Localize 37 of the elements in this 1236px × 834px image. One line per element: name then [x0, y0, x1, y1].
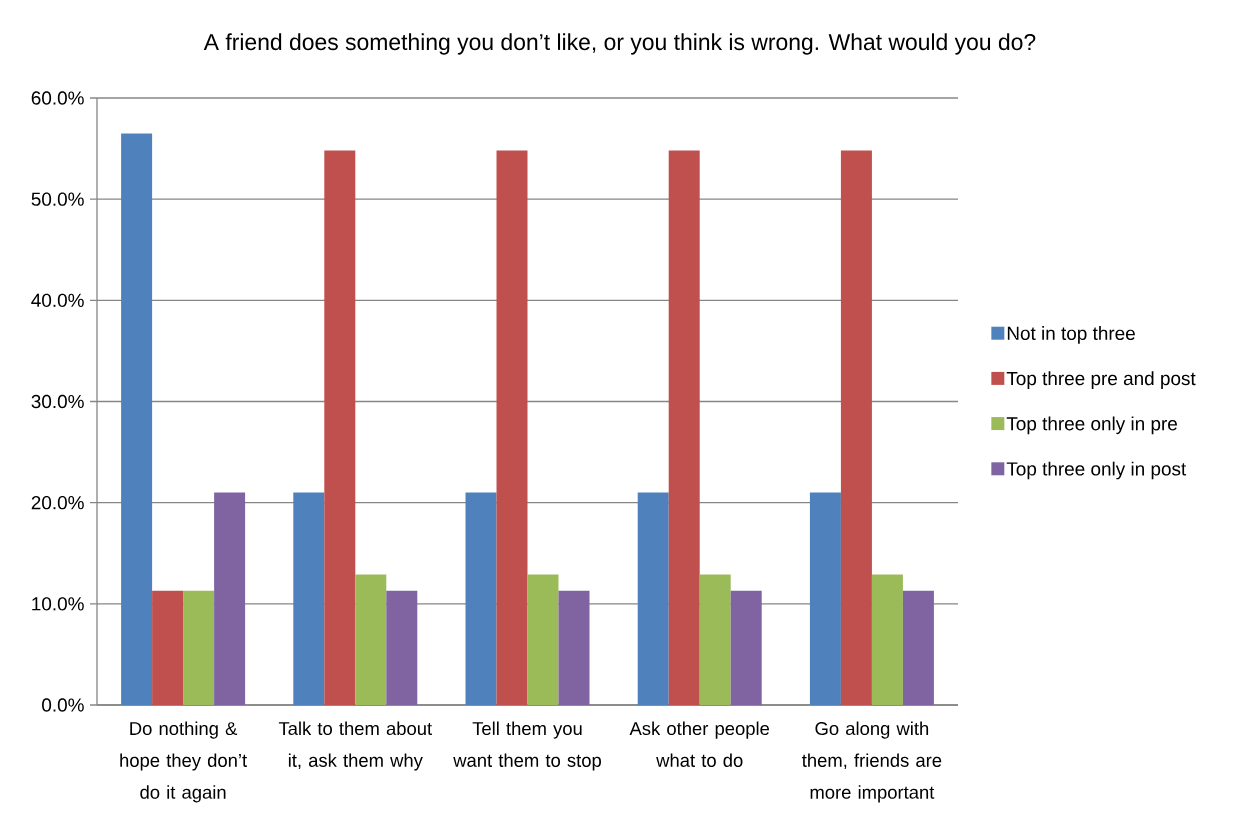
bar	[324, 150, 356, 705]
bar	[121, 133, 153, 705]
legend-label: Not in top three	[1007, 326, 1135, 344]
bar	[730, 590, 762, 705]
y-tick-label: 30.0%	[31, 394, 84, 409]
y-tick-label: 0.0%	[42, 698, 84, 712]
bar	[214, 492, 246, 705]
y-tick-label: 20.0%	[31, 495, 84, 510]
y-tick-label: 50.0%	[31, 192, 84, 206]
bar	[902, 590, 934, 705]
bar	[496, 150, 528, 705]
bar	[871, 574, 903, 705]
bar	[152, 590, 184, 705]
bar	[558, 590, 590, 705]
bar	[465, 492, 497, 705]
bar	[293, 492, 325, 705]
bar	[527, 574, 559, 705]
x-tick-label: Do nothing & hope they don’t do it again	[120, 721, 247, 803]
chart-title: A friend does something you don’t like, or you think is wrong. What would you do?	[203, 33, 1036, 55]
legend-label: Top three pre and post	[1006, 371, 1196, 389]
x-tick-label: Go along with them, friends are more important	[802, 721, 942, 803]
bar	[840, 150, 872, 705]
y-tick-label: 40.0%	[31, 293, 84, 308]
bar	[183, 590, 215, 705]
bar	[386, 590, 418, 705]
y-tick-label: 60.0%	[31, 91, 84, 105]
legend-label: Top three only in post	[1006, 461, 1187, 480]
legend-label: Top three only in pre	[1006, 416, 1177, 435]
x-tick-label: Ask other people what to do	[629, 721, 770, 767]
bar	[668, 150, 700, 705]
bar	[809, 492, 841, 705]
x-tick-label: Tell them you want them to stop	[453, 721, 601, 771]
bar	[637, 492, 669, 705]
x-tick-label: Talk to them about it, ask them why	[278, 721, 432, 771]
y-tick-label: 10.0%	[32, 597, 84, 611]
bar	[355, 574, 387, 705]
bar	[699, 574, 731, 705]
